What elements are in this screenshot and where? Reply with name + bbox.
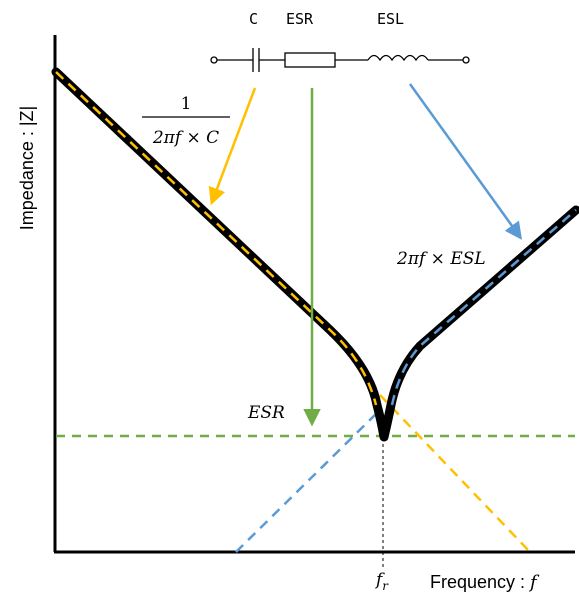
inductive-arrow [408, 83, 523, 240]
capacitive-overlay [55, 71, 378, 406]
impedance-curve [51, 67, 579, 442]
circuit-symbol [210, 48, 470, 72]
capacitive-formula-numerator: 1 [181, 94, 192, 114]
terminal-left [210, 56, 218, 64]
inductive-overlay [390, 209, 577, 406]
y-axis-label: Impedance : |Z| [17, 106, 37, 230]
capacitive-asymptote [379, 394, 531, 553]
resonance-label: fr [374, 570, 389, 593]
inductive-asymptote [235, 409, 381, 553]
capacitive-formula-denominator: 2πf × C [152, 128, 219, 148]
resistor-box [284, 52, 336, 68]
inductor-coil [367, 54, 429, 62]
x-axis-label: Frequency : f [430, 572, 540, 593]
circuit-label-esr: ESR [286, 10, 314, 28]
circuit-label-esl: ESL [377, 10, 404, 28]
inductive-formula: 2πf × ESL [396, 249, 486, 269]
esr-formula-label: ESR [247, 403, 285, 423]
capacitive-arrow [208, 87, 257, 206]
terminal-right [462, 56, 470, 64]
circuit-label-c: C [249, 10, 258, 28]
